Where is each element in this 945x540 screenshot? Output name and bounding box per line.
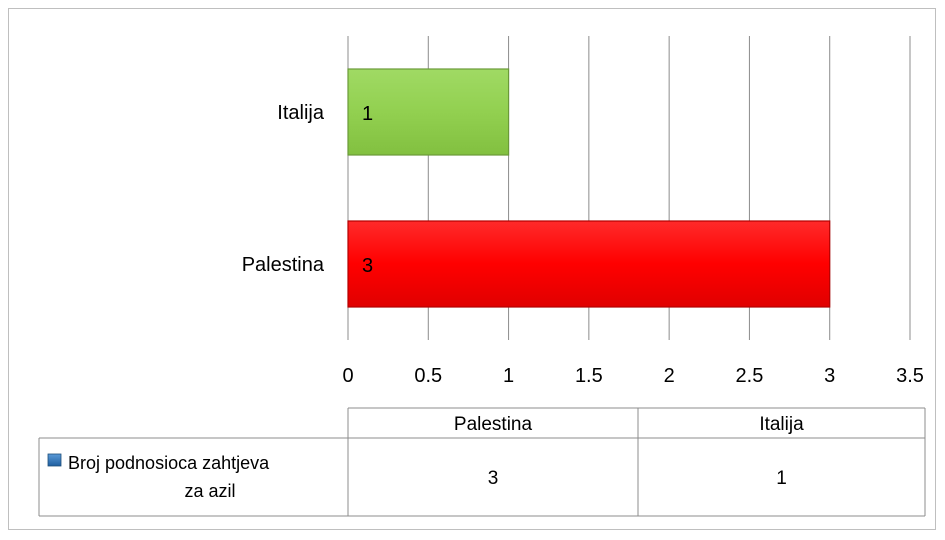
data-table-header: Palestina Italija bbox=[454, 414, 804, 435]
data-table: Palestina Italija Broj podnosioca zahtjev… bbox=[38, 407, 926, 517]
bar-italija bbox=[347, 68, 510, 156]
data-table-row-label-line-1: Broj podnosioca zahtjeva bbox=[68, 453, 270, 473]
table-header-cell: Palestina bbox=[454, 414, 533, 435]
data-table-grid bbox=[38, 407, 926, 517]
category-label-palestina: Palestina bbox=[242, 254, 325, 276]
x-tick-labels: 0 0.5 1 1.5 2 2.5 3 3.5 bbox=[342, 365, 923, 387]
x-tick-label: 1 bbox=[503, 365, 514, 387]
x-tick-label: 2.5 bbox=[736, 365, 764, 387]
x-tick-label: 2 bbox=[664, 365, 675, 387]
data-table-row-label-line-2: za azil bbox=[184, 481, 235, 501]
x-tick-label: 3.5 bbox=[896, 365, 924, 387]
table-header-cell: Italija bbox=[759, 414, 804, 435]
x-tick-label: 0 bbox=[342, 365, 353, 387]
category-label-italija: Italija bbox=[277, 102, 325, 124]
category-labels: Palestina Italija bbox=[242, 102, 325, 276]
bars: 31 bbox=[347, 68, 831, 308]
data-label-palestina: 3 bbox=[362, 255, 373, 277]
table-value-cell: 1 bbox=[776, 468, 787, 489]
data-table-row: Broj podnosioca zahtjeva za azil 3 1 bbox=[47, 453, 787, 501]
bar-palestina bbox=[347, 220, 831, 308]
legend-marker bbox=[47, 453, 62, 467]
x-tick-label: 1.5 bbox=[575, 365, 603, 387]
x-tick-label: 0.5 bbox=[414, 365, 442, 387]
data-label-italija: 1 bbox=[362, 103, 373, 125]
x-tick-label: 3 bbox=[824, 365, 835, 387]
table-value-cell: 3 bbox=[488, 468, 499, 489]
